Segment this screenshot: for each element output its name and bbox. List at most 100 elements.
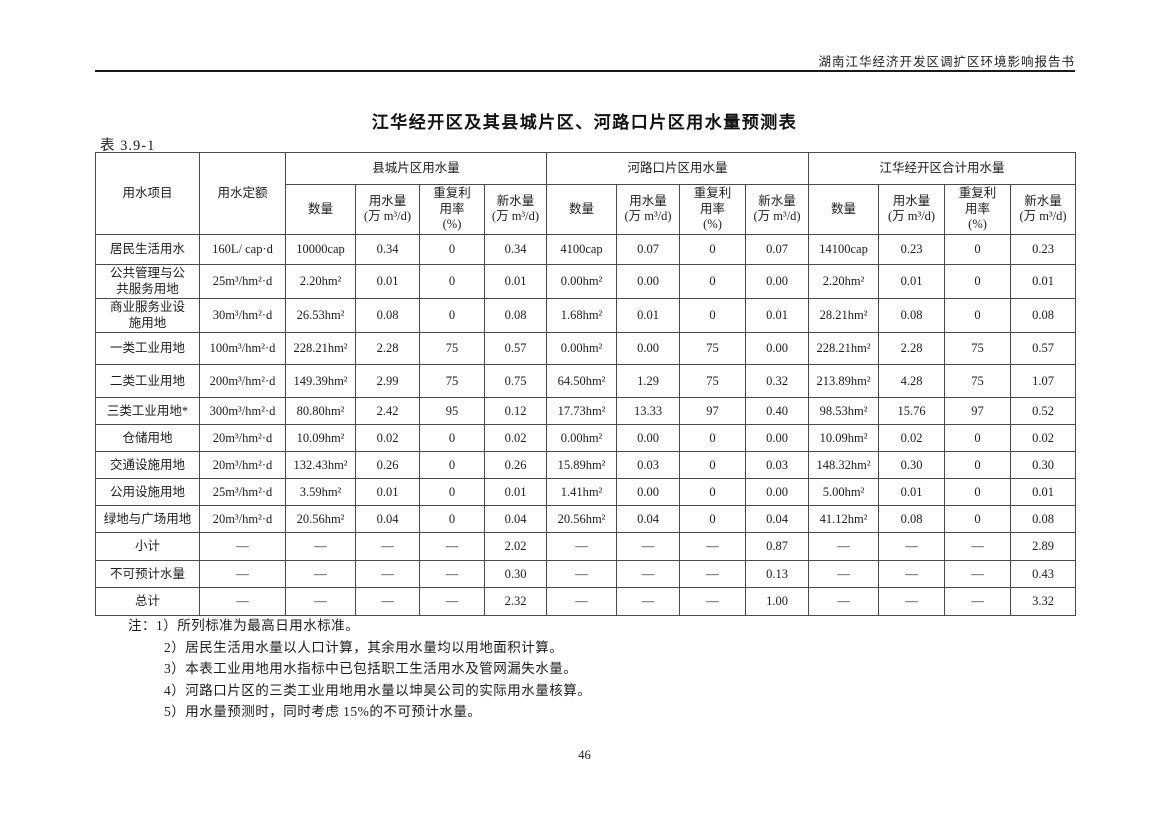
table-cell: 0 [679,505,747,534]
table-cell: 0.01 [355,263,420,300]
table-row: 二类工业用地 200m³/hm²·d 149.39hm² 2.99 75 0.75 64.5… [95,364,1077,399]
table-cell: 0.00 [616,424,681,453]
table-cell: 0.08 [878,298,946,334]
quota-cell: 20m³/hm²·d [199,451,286,480]
table-cell: — [616,587,681,617]
table-cell: 1.07 [1010,364,1077,399]
table-cell: 75 [679,364,747,399]
table-cell: 10000cap [285,233,356,265]
table-cell: 75 [419,364,485,399]
table-cell: 0.01 [878,263,946,300]
table-cell: 0.02 [483,424,548,453]
column-header: 用水量 (万 m³/d) [878,184,946,235]
table-cell: 0.08 [355,298,420,334]
table-cell: 0.01 [483,478,548,507]
column-header: 用水量 (万 m³/d) [616,184,681,235]
table-cell: 0 [944,451,1012,480]
row-label: 商业服务业设 施用地 [95,298,200,334]
row-label: 仓储用地 [95,424,200,453]
table-cell: 0.43 [1010,560,1077,589]
table-cell: — [878,587,946,617]
table-cell: 0.01 [483,263,548,300]
quota-cell: — [199,587,286,617]
table-cell: 2.28 [878,332,946,366]
table-cell: 0.08 [878,505,946,534]
table-cell: — [808,587,880,617]
page-title: 江华经开区及其县城片区、河路口片区用水量预测表 [371,113,798,132]
table-cell: 0.02 [355,424,420,453]
table-cell: 75 [944,332,1012,366]
column-header: 数量 [285,184,356,235]
table-cell: 0.32 [745,364,810,399]
table-cell: 3.32 [1010,587,1077,617]
water-usage-table: 用水项目 用水定额 县城片区用水量 河路口片区用水量 江华经开区合计用水量 数量… [95,152,1077,617]
table-cell: 75 [419,332,485,366]
quota-cell: 300m³/hm²·d [199,397,286,426]
column-header: 数量 [546,184,618,235]
row-label: 总计 [95,587,200,617]
table-cell: 0 [419,451,485,480]
table-cell: 97 [944,397,1012,426]
table-cell: 0 [419,263,485,300]
row-label: 三类工业用地* [95,397,200,426]
table-cell: 14100cap [808,233,880,265]
quota-cell: — [199,560,286,589]
table-cell: 95 [419,397,485,426]
table-cell: 0.00hm² [546,424,618,453]
table-cell: 0 [679,298,747,334]
table-cell: 0.04 [483,505,548,534]
table-cell: — [419,532,485,562]
column-header-quota: 用水定额 [199,152,286,235]
table-cell: 0.00 [616,263,681,300]
table-cell: 0.30 [878,451,946,480]
quota-cell: 20m³/hm²·d [199,424,286,453]
table-cell: 0.02 [878,424,946,453]
table-cell: — [944,560,1012,589]
row-label: 不可预计水量 [95,560,200,589]
note-line: 4）河路口片区的三类工业用地用水量以坤昊公司的实际用水量核算。 [164,682,592,698]
table-cell: 20.56hm² [546,505,618,534]
table-cell: 0.34 [355,233,420,265]
table-cell: — [419,587,485,617]
table-cell: 4100cap [546,233,618,265]
table-cell: — [679,532,747,562]
quota-cell: 20m³/hm²·d [199,505,286,534]
table-cell: 0.40 [745,397,810,426]
table-cell: 0 [419,505,485,534]
table-cell: — [679,587,747,617]
quota-cell: 25m³/hm²·d [199,263,286,300]
table-cell: 5.00hm² [808,478,880,507]
table-cell: — [878,560,946,589]
table-cell: 0.57 [1010,332,1077,366]
table-header-row-groups: 用水项目 用水定额 县城片区用水量 河路口片区用水量 江华经开区合计用水量 [95,152,1077,235]
table-cell: 1.41hm² [546,478,618,507]
table-cell: 228.21hm² [285,332,356,366]
quota-cell: 200m³/hm²·d [199,364,286,399]
quota-cell: 25m³/hm²·d [199,478,286,507]
table-row: 交通设施用地 20m³/hm²·d 132.43hm² 0.26 0 0.26 15.89h… [95,451,1077,480]
table-cell: 148.32hm² [808,451,880,480]
column-header: 重复利 用率 (%) [679,184,747,235]
table-cell: 0.01 [1010,263,1077,300]
table-cell: 0.03 [745,451,810,480]
note-line: 5）用水量预测时，同时考虑 15%的不可预计水量。 [164,704,482,719]
table-cell: — [546,560,618,589]
quota-cell: — [199,532,286,562]
table-cell: 0.00 [745,478,810,507]
table-cell: 0.01 [1010,478,1077,507]
table-cell: — [355,587,420,617]
table-cell: 149.39hm² [285,364,356,399]
table-cell: — [808,532,880,562]
column-header: 新水量 (万 m³/d) [483,184,548,235]
table-row: 三类工业用地* 300m³/hm²·d 80.80hm² 2.42 95 0.12 17.7… [95,397,1077,426]
table-cell: — [355,532,420,562]
row-label: 一类工业用地 [95,332,200,366]
table-cell: — [679,560,747,589]
table-row: 公共管理与公 共服务用地 25m³/hm²·d 2.20hm² 0.01 0 0.01 0.… [95,263,1077,300]
table-cell: 0.07 [745,233,810,265]
table-cell: 0.08 [1010,505,1077,534]
table-cell: 2.20hm² [285,263,356,300]
table-cell: 17.73hm² [546,397,618,426]
table-cell: 2.20hm² [808,263,880,300]
table-cell: 0 [944,298,1012,334]
